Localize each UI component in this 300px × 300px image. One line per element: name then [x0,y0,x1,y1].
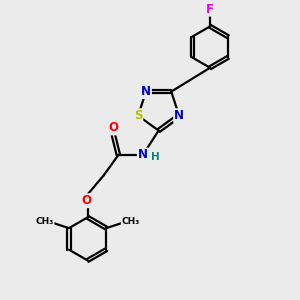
Text: H: H [151,152,159,162]
Text: O: O [81,194,91,207]
Text: N: N [138,148,148,161]
Text: CH₃: CH₃ [122,217,140,226]
Text: F: F [206,3,214,16]
Text: N: N [174,109,184,122]
Text: O: O [108,122,118,134]
Text: CH₃: CH₃ [35,217,54,226]
Text: S: S [134,109,142,122]
Text: N: N [141,85,151,98]
